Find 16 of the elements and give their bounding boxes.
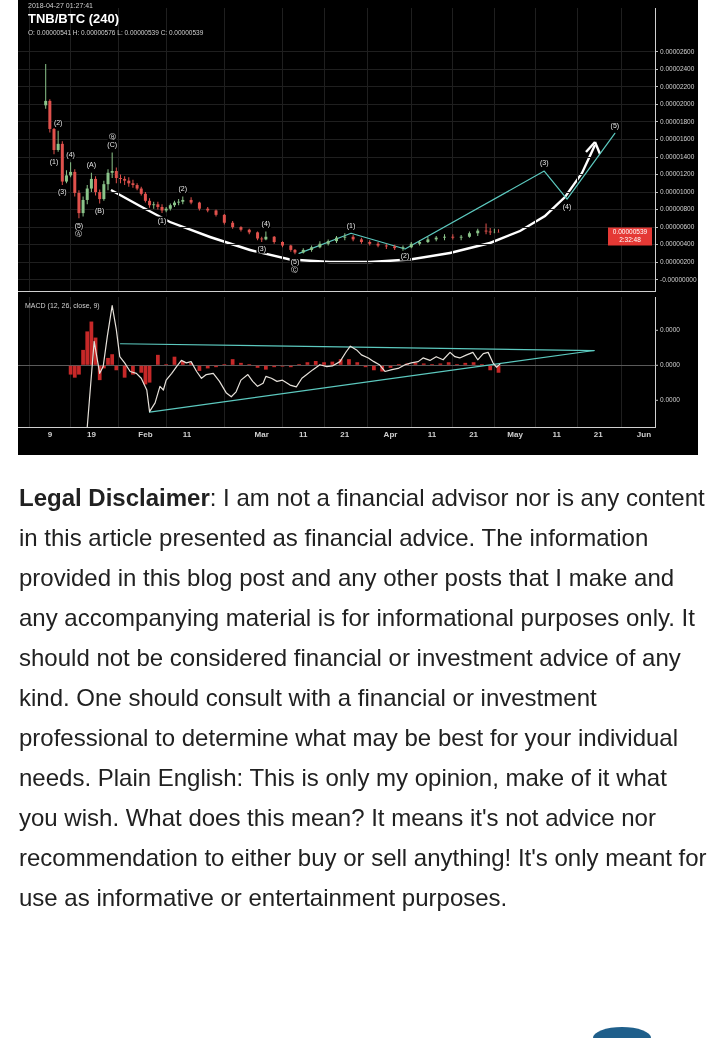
text: Legal Disclaimer: I am not a financial advisor nor is any content in this article presented as financial advice. The information provided in this blog post and any other posts that I make and any accompanying material is for informational purposes only. It should not be considered financial or investment advice of any kind. One should consult with a financial or investment professional to determine what may be best for your individual needs. Plain English: This is only my opinion, make of it what you wish. What does this mean? It means it's not advice nor recommendation to either buy or sell anything! It's only meant for use as informative or entertainment purposes.: [19, 484, 707, 911]
x-tick-label: Apr: [383, 430, 398, 439]
chart-title: TNB/BTC (240): [28, 10, 120, 28]
x-tick-label: 21: [469, 430, 479, 439]
x-tick-label: 9: [47, 430, 53, 439]
x-tick-label: May: [507, 430, 524, 439]
x-tick-label: Mar: [254, 430, 269, 439]
x-tick-label: 11: [427, 430, 437, 439]
x-tick-label: 21: [340, 430, 350, 439]
x-tick-label: 11: [552, 430, 562, 439]
x-tick-label: 11: [182, 430, 192, 439]
x-tick-label: 21: [593, 430, 604, 439]
x-tick-label: Feb: [138, 430, 153, 439]
x-tick-label: 19: [86, 430, 97, 439]
x-tick-label: 11: [299, 430, 309, 439]
x-tick-label: Jun: [636, 430, 652, 439]
